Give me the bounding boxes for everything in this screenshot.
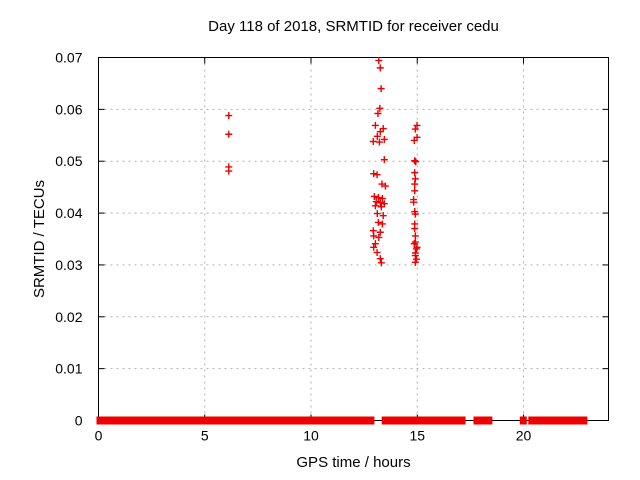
y-tick-label: 0.04 [55, 205, 82, 221]
y-tick-label: 0.02 [55, 309, 82, 325]
y-tick-label: 0.07 [55, 50, 82, 66]
y-tick-label: 0.06 [55, 101, 82, 117]
zero-band-segment [473, 416, 481, 425]
zero-band-segment [411, 416, 466, 425]
chart-title: Day 118 of 2018, SRMTID for receiver ced… [208, 18, 499, 35]
zero-band-segment [479, 416, 487, 425]
x-tick-label: 5 [201, 428, 209, 444]
y-tick-label: 0.03 [55, 257, 82, 273]
zero-band-segment [381, 416, 413, 425]
data-point-crosses [225, 57, 421, 267]
y-tick-label: 0.01 [55, 361, 82, 377]
x-axis-label: GPS time / hours [296, 454, 411, 471]
zero-band-segment [519, 416, 527, 425]
x-tick-label: 0 [95, 428, 103, 444]
zero-band-segment [528, 416, 588, 425]
y-tick-label: 0.05 [55, 153, 82, 169]
x-tick-label: 15 [409, 428, 425, 444]
zero-band-segment [96, 416, 375, 425]
plot-border [98, 57, 609, 421]
x-tick-label: 10 [303, 428, 319, 444]
x-tick-label: 20 [516, 428, 532, 444]
y-tick-label: 0 [75, 413, 83, 429]
zero-band-segment [485, 416, 493, 425]
